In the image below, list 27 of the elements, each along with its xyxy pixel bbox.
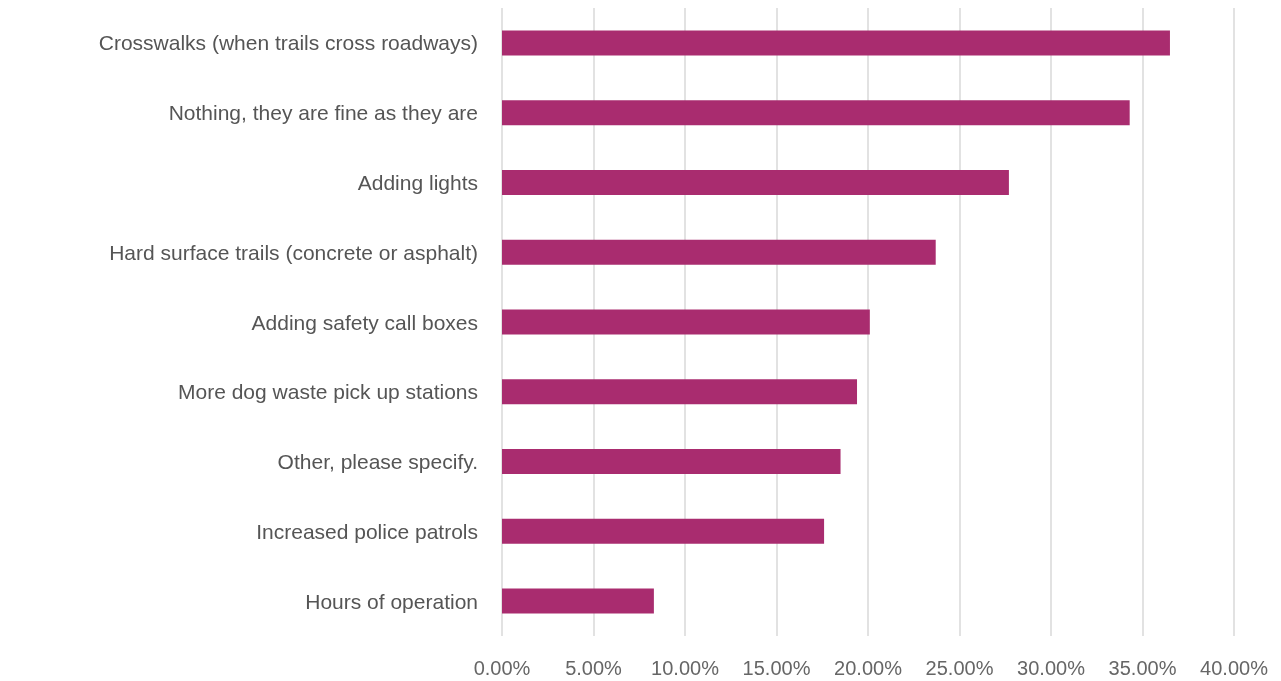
x-tick-label: 5.00% xyxy=(565,657,623,679)
y-tick-label: Nothing, they are fine as they are xyxy=(168,101,478,125)
y-tick-label: Hours of operation xyxy=(305,589,478,613)
bar xyxy=(502,30,1170,56)
y-tick-label: More dog waste pick up stations xyxy=(178,380,478,404)
y-tick-label: Increased police patrols xyxy=(256,519,478,543)
bar xyxy=(502,588,654,614)
y-tick-label: Crosswalks (when trails cross roadways) xyxy=(98,31,478,55)
x-tick-label: 10.00% xyxy=(651,657,720,679)
x-tick-label: 20.00% xyxy=(834,657,903,679)
x-tick-label: 35.00% xyxy=(1108,657,1177,679)
bar xyxy=(502,518,825,544)
bar xyxy=(502,100,1130,126)
x-tick-label: 0.00% xyxy=(473,657,531,679)
x-tick-label: 25.00% xyxy=(925,657,994,679)
y-tick-label: Hard surface trails (concrete or asphalt) xyxy=(109,240,478,264)
x-tick-label: 15.00% xyxy=(742,657,811,679)
bar xyxy=(502,379,858,405)
y-tick-label: Adding safety call boxes xyxy=(251,310,478,334)
y-tick-label: Other, please specify. xyxy=(277,450,478,474)
bar xyxy=(502,169,1009,195)
bar xyxy=(502,449,841,475)
x-tick-label: 30.00% xyxy=(1017,657,1086,679)
bar xyxy=(502,239,936,265)
bar xyxy=(502,309,870,335)
y-tick-label: Adding lights xyxy=(357,170,478,194)
x-tick-label: 40.00% xyxy=(1200,657,1269,679)
